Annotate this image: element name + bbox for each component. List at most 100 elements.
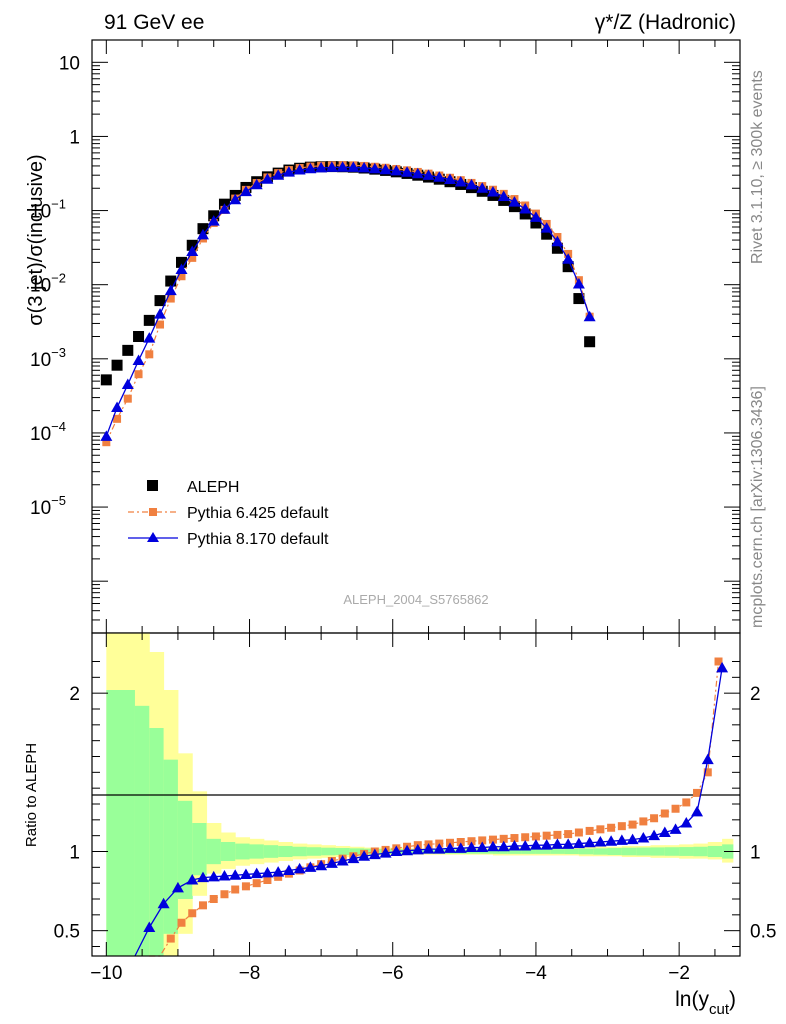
pythia8-ratio-point <box>444 842 457 853</box>
pythia8-ratio-point <box>476 841 489 853</box>
pythia8-main-point <box>444 173 457 185</box>
pythia8-ratio-point <box>218 870 231 881</box>
x-tick-label: −8 <box>239 963 261 984</box>
pythia8-ratio-point <box>637 832 650 843</box>
pythia8-ratio-point <box>171 881 184 893</box>
pythia8-ratio-point <box>157 897 170 909</box>
pythia6-ratio-point <box>650 814 659 823</box>
pythia8-ratio-point <box>347 852 360 864</box>
pythia6-ratio-point <box>241 882 250 891</box>
pythia6-ratio-point <box>252 879 261 888</box>
pythia8-ratio-point <box>626 833 639 845</box>
pythia8-ratio-point <box>186 874 199 885</box>
pythia8-main-point <box>401 166 414 177</box>
pythia8-main-line <box>105 166 591 437</box>
pythia8-ratio-point <box>315 859 328 871</box>
pythia8-main-point <box>143 332 156 343</box>
ratio-y-tick-label: 2 <box>69 684 80 705</box>
ratio-band-inner <box>707 845 723 858</box>
main-y-tick-labels: 10−5 10−4 10−3 10−2 10−1 1 10 <box>30 53 80 519</box>
pythia8-ratio-point <box>272 866 285 877</box>
ratio-band-inner <box>679 847 694 856</box>
pythia6-main-point <box>156 320 165 329</box>
legend-pythia8-label: Pythia 8.170 default <box>187 531 329 548</box>
ratio-band-inner <box>106 690 136 956</box>
pythia8-main-point <box>293 164 306 175</box>
ratio-band-inner <box>192 823 208 876</box>
pythia6-ratio-point <box>574 828 583 837</box>
analysis-watermark: ALEPH_2004_S5765862 <box>343 592 488 607</box>
aleph-main-point <box>176 256 188 268</box>
pythia8-main-point <box>218 203 231 214</box>
aleph-main-point <box>111 359 123 371</box>
pythia8-main-point <box>164 284 177 296</box>
ratio-axis-ticks <box>92 633 740 956</box>
pythia8-ratio-line <box>134 667 723 957</box>
pythia6-ratio-point <box>628 820 637 829</box>
pythia8-ratio-point <box>390 845 403 856</box>
x-tick-label: −4 <box>525 963 547 984</box>
pythia8-ratio-point <box>615 834 628 845</box>
aleph-main-point <box>186 239 198 251</box>
pythia8-ratio-point <box>551 838 564 849</box>
ratio-band-inner <box>335 848 351 855</box>
pythia6-ratio-point <box>188 909 197 918</box>
ratio-plot-panel: 0.5 0.5 1 1 2 2 −10 −8 −6 −4 −2 Ratio to ALEPH ln(… <box>23 632 776 1018</box>
ratio-band-inner <box>636 847 651 856</box>
pythia6-ratio-point <box>209 895 218 903</box>
main-y-tick-label: 10−3 <box>30 345 66 371</box>
pythia6-ratio-point <box>693 788 702 797</box>
pythia8-ratio-point <box>239 868 252 879</box>
header-right-label: γ*/Z (Hadronic) <box>595 11 736 34</box>
pythia8-ratio-point <box>465 841 478 853</box>
ratio-band-inner <box>206 838 222 865</box>
ratio-band-inner <box>535 849 551 854</box>
ratio-band-inner <box>693 846 709 857</box>
pythia8-main-point <box>486 186 499 197</box>
x-tick-label: −10 <box>90 963 122 984</box>
ratio-band-inner <box>292 846 308 857</box>
pythia8-ratio-point <box>282 864 295 875</box>
pythia6-ratio-point <box>166 934 175 943</box>
pythia8-ratio-point <box>368 848 381 860</box>
pythia8-ratio-point <box>701 753 714 765</box>
pythia8-main-point <box>272 169 285 180</box>
pythia6-ratio-point <box>617 822 626 831</box>
x-tick-label: −6 <box>382 963 404 984</box>
ratio-band-inner <box>321 847 336 856</box>
ratio-band-inner <box>550 849 566 854</box>
pythia8-main-point <box>583 310 596 322</box>
main-y-axis-label: σ(3 jet)/σ(inclusive) <box>25 154 47 325</box>
pythia8-ratio-point <box>293 862 306 874</box>
pythia8-ratio-point <box>411 843 424 855</box>
ratio-band-inner <box>263 845 279 858</box>
legend-pythia6-marker <box>149 508 157 516</box>
pythia8-main-point <box>379 163 392 175</box>
ratio-band-inner <box>249 844 265 859</box>
pythia8-ratio-point <box>336 855 349 866</box>
ratio-band-inner <box>593 848 609 855</box>
pythia6-ratio-point <box>671 804 680 813</box>
pythia8-main-point <box>325 161 338 172</box>
main-y-tick-label: 10 <box>59 53 80 74</box>
ratio-band-inner <box>621 847 637 856</box>
pythia8-ratio-point <box>358 850 371 861</box>
pythia8-ratio-point <box>229 869 242 880</box>
pythia8-main-point <box>196 228 209 240</box>
pythia8-ratio-point <box>422 843 435 854</box>
pythia6-ratio-point <box>531 832 540 841</box>
pythia8-main-point <box>454 175 467 187</box>
pythia8-ratio-point <box>401 844 414 856</box>
pythia8-main-point <box>358 161 371 173</box>
main-series-group <box>100 161 596 447</box>
pythia6-ratio-point <box>510 834 519 843</box>
ratio-band-inner <box>134 705 150 956</box>
pythia6-ratio-point <box>639 817 648 826</box>
pythia8-ratio-point <box>605 835 618 846</box>
pythia6-ratio-point <box>521 833 530 842</box>
pythia6-ratio-point <box>607 823 616 832</box>
aleph-main-point <box>530 217 542 229</box>
pythia8-ratio-point <box>519 839 532 851</box>
pythia8-ratio-point <box>658 826 671 837</box>
ratio-y-tick-label-right: 0.5 <box>750 922 776 943</box>
